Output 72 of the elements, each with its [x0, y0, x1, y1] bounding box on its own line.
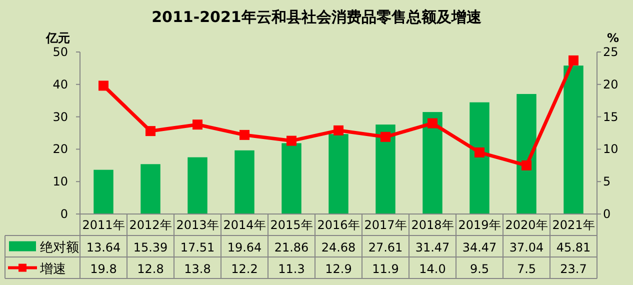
- point: [380, 132, 390, 142]
- point: [522, 160, 532, 170]
- y-tick-label: 40: [52, 77, 68, 92]
- point: [428, 118, 438, 128]
- point: [474, 147, 484, 158]
- data-label: 19.8: [90, 262, 117, 276]
- bar: [188, 157, 208, 214]
- data-label: 27.61: [368, 240, 403, 254]
- data-label: 11.9: [372, 262, 399, 276]
- bar: [564, 66, 584, 214]
- data-label: 24.68: [321, 240, 356, 254]
- y-tick-label: 50: [52, 45, 68, 59]
- data-label: 12.9: [325, 262, 352, 276]
- data-label: 14.0: [419, 262, 446, 276]
- bar: [282, 143, 302, 214]
- data-label: 34.47: [462, 240, 497, 254]
- bar: [94, 170, 114, 214]
- x-tick-label: 2016年: [317, 218, 360, 232]
- y2-tick-label: 25: [603, 45, 618, 59]
- x-tick-label: 2013年: [176, 218, 219, 232]
- data-label: 11.3: [278, 262, 305, 276]
- point: [286, 136, 296, 146]
- data-label: 12.2: [231, 262, 258, 276]
- y2-tick-label: 10: [603, 142, 618, 156]
- bar: [328, 134, 348, 214]
- legend-label: 绝对额: [40, 240, 79, 256]
- data-label: 13.64: [86, 240, 121, 254]
- point: [568, 55, 578, 66]
- y2-tick-label: 0: [603, 207, 611, 221]
- point: [334, 125, 344, 136]
- x-tick-label: 2012年: [129, 218, 172, 232]
- bar: [376, 124, 396, 214]
- y-tick-label: 20: [52, 142, 68, 156]
- point: [240, 130, 250, 140]
- bar: [470, 102, 490, 214]
- y2-tick-label: 5: [603, 174, 611, 189]
- data-label: 23.7: [560, 262, 587, 276]
- y-axis-title: 亿元: [45, 31, 70, 45]
- legend-label: 增速: [39, 262, 66, 277]
- bar: [422, 112, 442, 214]
- data-label: 31.47: [415, 240, 450, 254]
- data-label: 19.64: [227, 240, 262, 254]
- x-tick-label: 2018年: [411, 218, 454, 232]
- y-tick-label: 0: [60, 207, 68, 221]
- data-label: 17.51: [180, 240, 215, 254]
- y-tick-label: 30: [52, 110, 68, 124]
- data-label: 13.8: [184, 262, 211, 276]
- y-tick-label: 10: [52, 174, 68, 189]
- data-label: 9.5: [470, 262, 490, 276]
- data-label: 15.39: [133, 240, 168, 254]
- bar: [516, 94, 536, 214]
- x-tick-label: 2014年: [223, 218, 266, 232]
- x-tick-label: 2019年: [458, 218, 501, 232]
- data-label: 37.04: [509, 240, 544, 254]
- x-tick-label: 2020年: [505, 218, 548, 232]
- point: [146, 126, 156, 136]
- bar: [140, 164, 160, 214]
- x-tick-label: 2011年: [82, 218, 125, 232]
- bar: [234, 150, 254, 214]
- data-label: 21.86: [274, 240, 309, 254]
- data-label: 12.8: [137, 262, 164, 276]
- chart-title: 2011-2021年云和县社会消费品零售总额及增速: [152, 8, 482, 26]
- data-label: 45.81: [556, 240, 591, 254]
- y2-tick-label: 15: [603, 110, 618, 124]
- x-tick-label: 2021年: [552, 218, 595, 232]
- y2-tick-label: 20: [603, 77, 618, 92]
- y2-axis-title: %: [606, 31, 620, 45]
- point: [98, 80, 108, 91]
- point: [192, 120, 202, 130]
- data-label: 7.5: [516, 262, 536, 276]
- x-tick-label: 2017年: [364, 218, 407, 232]
- x-tick-label: 2015年: [270, 218, 313, 232]
